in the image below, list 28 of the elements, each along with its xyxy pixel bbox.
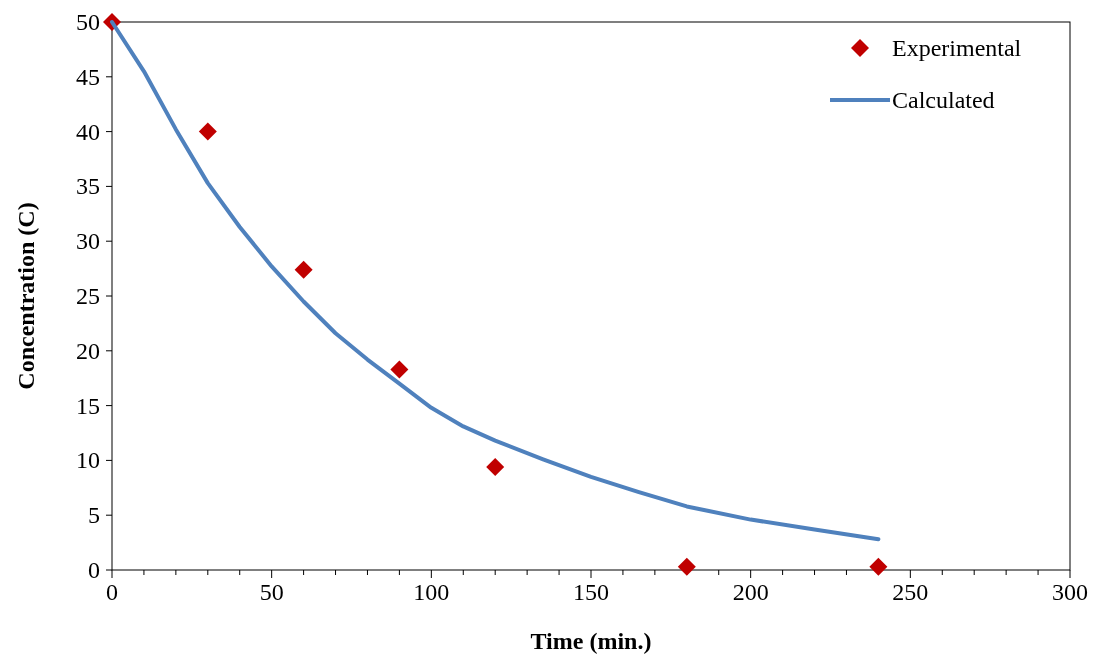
y-tick-label: 30 [76,228,100,255]
legend-label: Calculated [892,87,995,113]
x-axis-title: Time (min.) [530,628,652,654]
point [198,122,217,141]
x-tick-label: 100 [413,579,450,605]
y-tick-label: 15 [76,392,100,419]
y-tick-label: 35 [76,173,100,200]
y-tick-label: 50 [76,9,100,35]
point [677,557,696,576]
y-tick-label: 40 [76,118,100,145]
y-tick-label: 10 [76,447,100,474]
x-tick-label: 200 [732,579,769,605]
legend-label: Experimental [892,35,1022,61]
point [869,557,888,576]
y-tick-label: 25 [76,283,100,309]
x-tick-label: 300 [1052,579,1088,605]
x-tick-label: 0 [106,579,118,605]
x-tick-label: 250 [892,579,929,605]
y-tick-label: 5 [88,502,100,529]
x-tick-label: 50 [259,579,284,605]
y-tick-label: 20 [76,337,100,364]
point [390,360,409,379]
y-tick-label: 0 [88,557,100,583]
y-axis-title: Concentration (C) [13,202,39,390]
y-tick-label: 45 [76,63,100,90]
point [486,457,505,476]
x-tick-label: 150 [573,579,609,605]
point [294,260,313,279]
